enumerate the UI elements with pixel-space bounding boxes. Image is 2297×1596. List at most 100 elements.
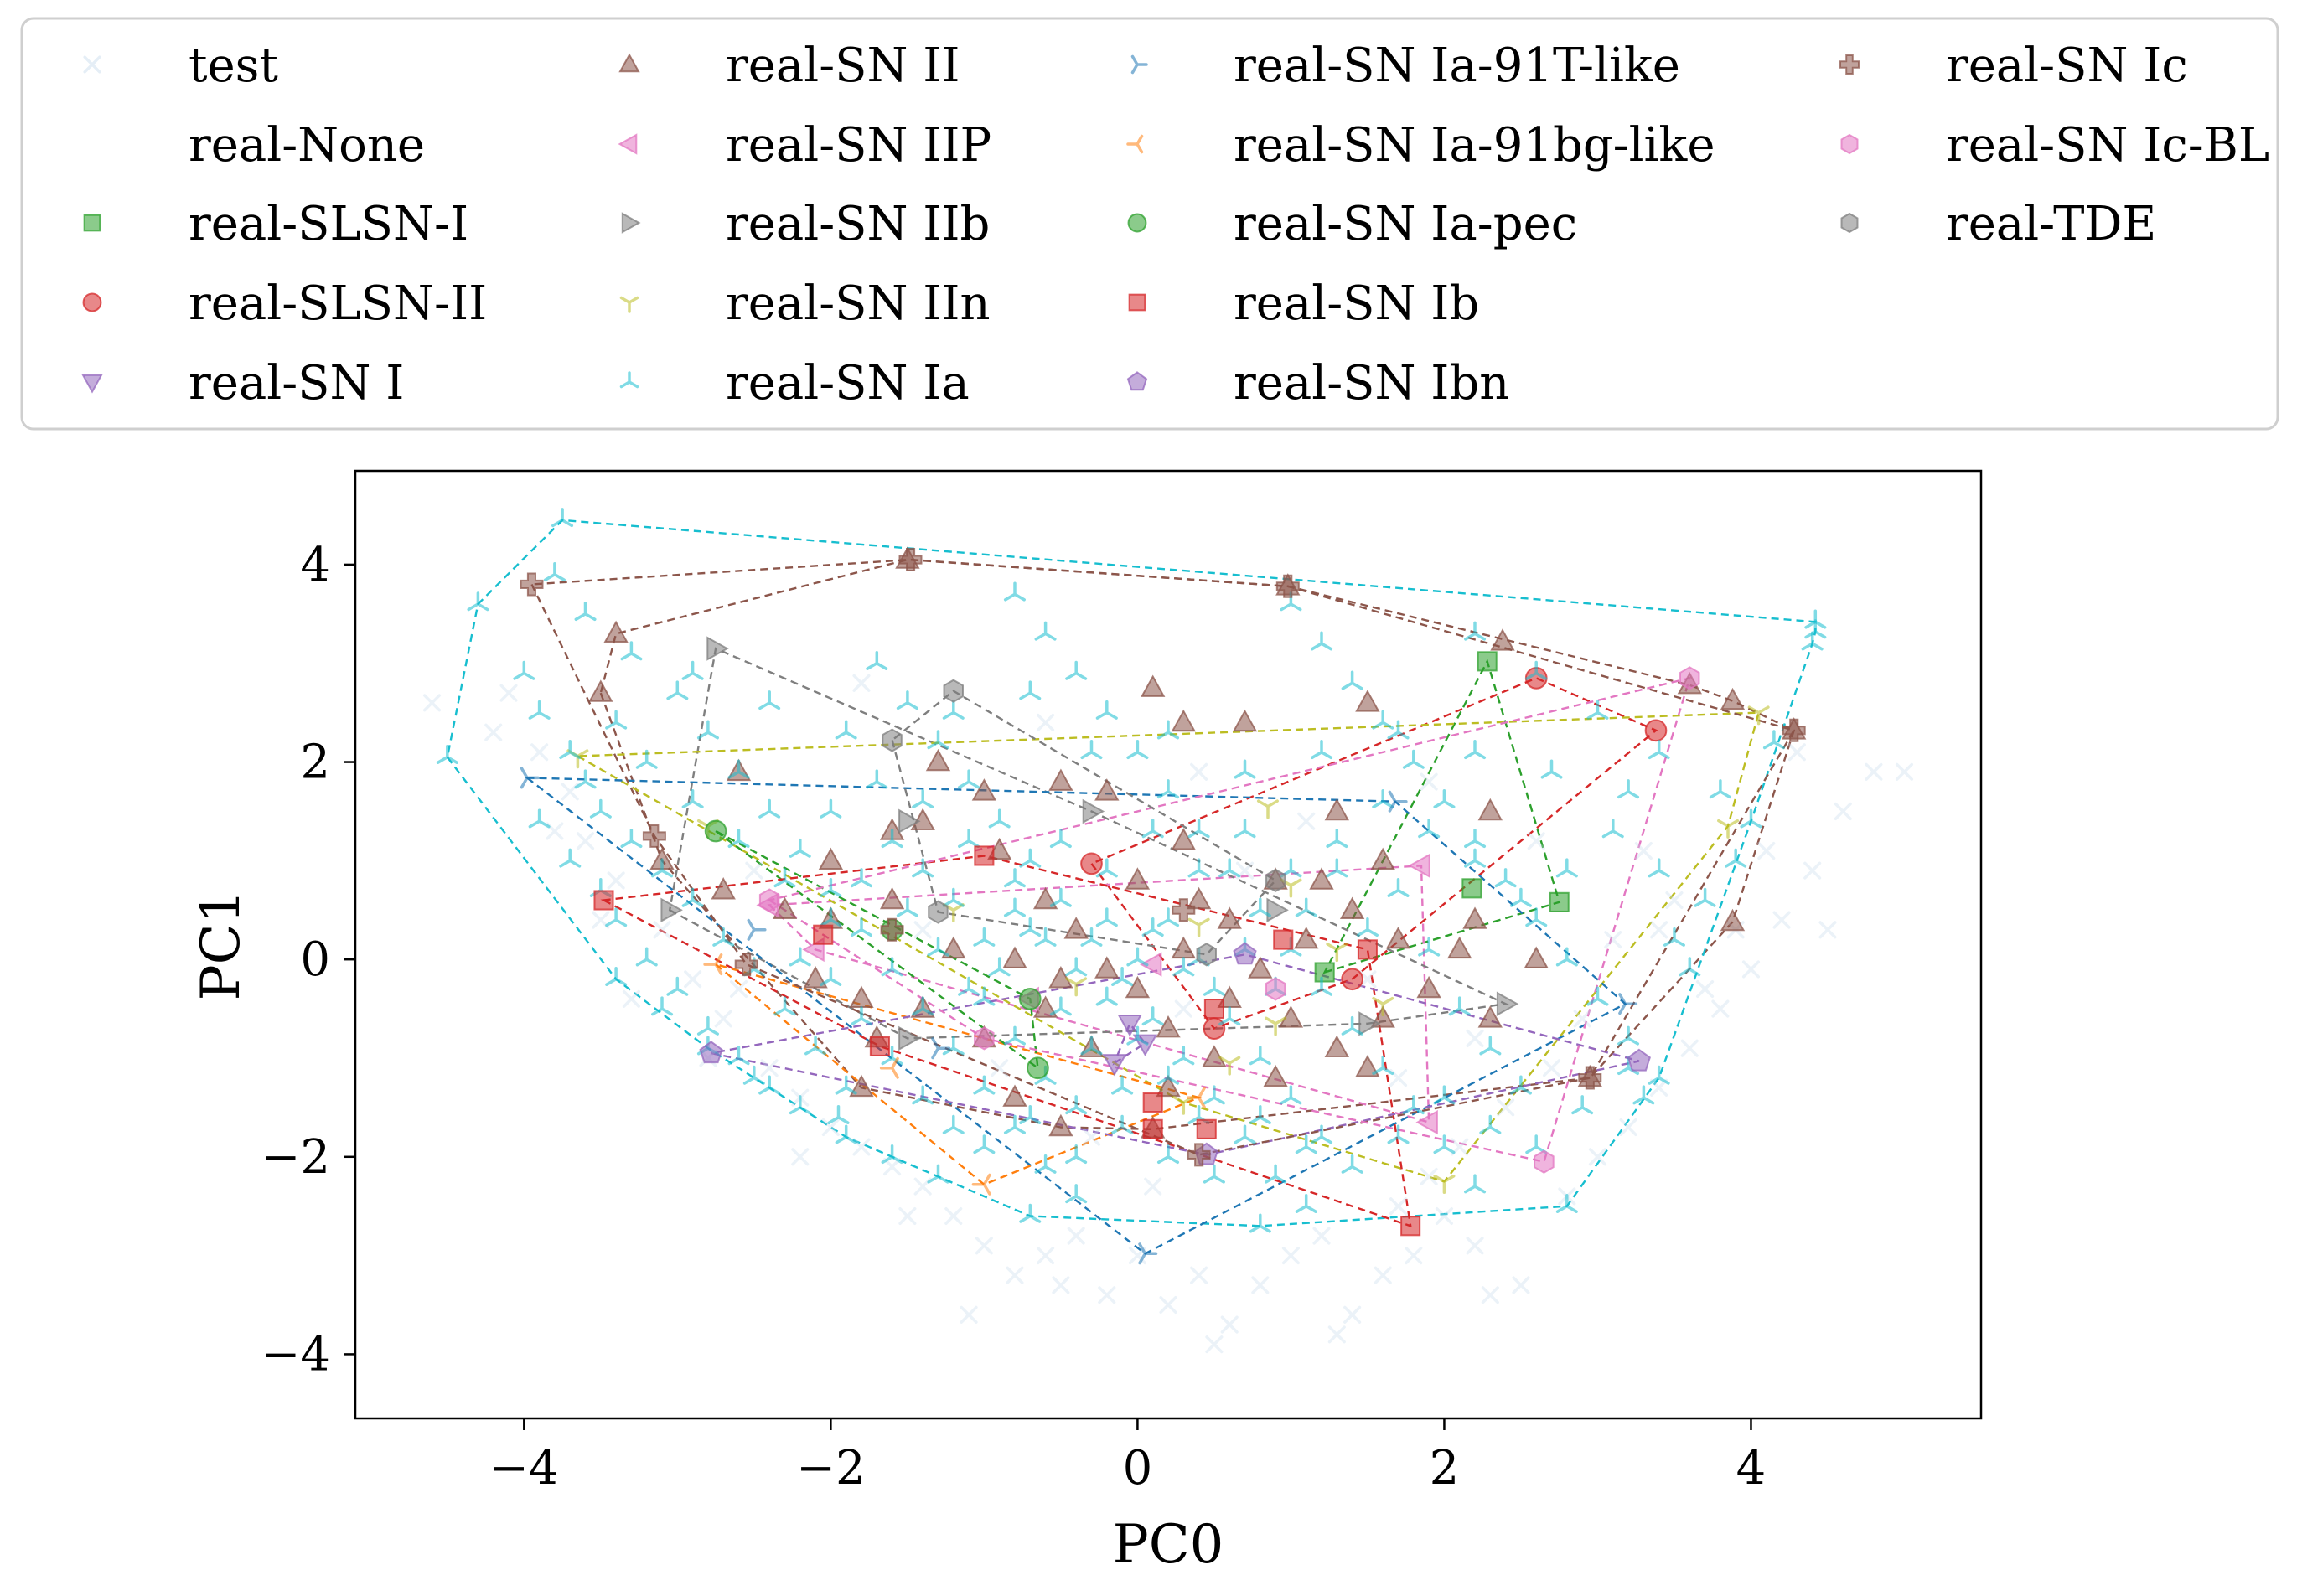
legend-frame (20, 17, 2279, 431)
data-point (1048, 768, 1073, 791)
data-point (1387, 1124, 1410, 1144)
data-point (1095, 700, 1118, 720)
data-point (971, 1173, 991, 1196)
data-point (758, 798, 781, 819)
data-point (1187, 917, 1210, 937)
legend-item: real-SN IIn (619, 276, 991, 331)
data-point (528, 700, 551, 720)
data-point (1249, 1104, 1271, 1124)
legend-label: real-None (189, 118, 425, 173)
data-point (1543, 1059, 1561, 1077)
data-point (1080, 740, 1103, 760)
data-point (1747, 705, 1770, 726)
data-point (711, 877, 736, 900)
data-point (1065, 1144, 1088, 1165)
data-point (1387, 877, 1410, 897)
data-point (1385, 926, 1411, 949)
data-point (1588, 1148, 1606, 1166)
data-point (1618, 993, 1638, 1015)
data-point (866, 769, 888, 789)
legend-item: real-TDE (1840, 197, 2156, 251)
data-point (1326, 943, 1348, 963)
data-point (651, 996, 674, 1016)
data-point (1663, 927, 1685, 947)
data-point (747, 918, 767, 941)
data-point (1156, 1074, 1181, 1098)
legend-marker (1126, 134, 1144, 154)
data-point (1534, 1149, 1555, 1174)
data-point (1356, 917, 1379, 937)
legend-label: real-SN Ia-pec (1234, 197, 1577, 251)
legend-label: real-SN Ia-91bg-like (1234, 118, 1715, 173)
data-point (820, 798, 842, 819)
data-point (1490, 628, 1515, 651)
data-point (642, 824, 666, 848)
data-point (1370, 847, 1395, 870)
data-point (789, 1095, 811, 1115)
data-point (1358, 1011, 1381, 1036)
data-point (605, 966, 628, 986)
legend-item: real-SN Ia-91T-like (1130, 39, 1680, 93)
data-point (1049, 887, 1072, 907)
data-point (1171, 828, 1196, 850)
legend-marker (83, 55, 101, 74)
data-point (1117, 1015, 1142, 1037)
x-tick-label: −2 (796, 1441, 866, 1495)
data-point (898, 548, 923, 571)
legend-marker (1130, 54, 1148, 75)
data-point (1644, 719, 1668, 742)
data-point (943, 679, 964, 703)
data-point (1466, 1029, 1484, 1047)
series-13-hull (600, 855, 1412, 1228)
data-point (1249, 1213, 1271, 1233)
data-point (1032, 886, 1058, 910)
data-point (1280, 858, 1302, 878)
data-point (1098, 1286, 1116, 1304)
data-point (1249, 1046, 1271, 1066)
data-point (1372, 1056, 1394, 1076)
data-point (1003, 1114, 1026, 1134)
data-point (758, 690, 781, 710)
data-point (820, 966, 842, 986)
data-point (1496, 991, 1519, 1016)
legend-item: real-SN Ic-BL (1840, 118, 2269, 173)
legend: test real-None real-SLSN-I real-SLSN-II real… (20, 17, 2279, 431)
data-point (1339, 896, 1365, 919)
data-point (1019, 680, 1042, 700)
data-point (1156, 720, 1180, 740)
data-point (1694, 887, 1716, 907)
data-point (1665, 891, 1684, 910)
data-point (1082, 1128, 1101, 1146)
legend-marker (619, 296, 639, 313)
series-12-hull (715, 829, 1039, 1071)
data-point (973, 986, 996, 1006)
data-point (991, 1059, 1009, 1077)
legend-label: real-SLSN-II (189, 276, 487, 331)
data-point (1111, 1114, 1134, 1134)
y-tick-label: 4 (300, 538, 330, 592)
legend-label: test (189, 39, 278, 93)
data-point (803, 966, 828, 989)
data-point (791, 1148, 810, 1166)
data-point (1326, 829, 1348, 849)
data-point (1720, 908, 1746, 932)
data-point (1312, 1227, 1331, 1245)
data-point (1648, 858, 1670, 878)
data-point (912, 858, 934, 878)
data-point (927, 937, 949, 957)
data-point (927, 1164, 949, 1184)
legend-item: real-SLSN-I (83, 197, 468, 251)
data-point (1002, 1084, 1027, 1107)
series-10-hull (524, 777, 1627, 1255)
data-point (942, 1036, 965, 1056)
data-point (1095, 986, 1118, 1006)
data-point (813, 924, 834, 945)
data-point (835, 1124, 857, 1144)
data-point (1648, 740, 1670, 760)
legend-label: real-SN II (726, 39, 960, 93)
data-point (773, 868, 796, 888)
series-2-points (1314, 651, 1570, 983)
data-point (727, 1046, 750, 1066)
data-point (1034, 1154, 1057, 1174)
data-point (1604, 931, 1622, 949)
